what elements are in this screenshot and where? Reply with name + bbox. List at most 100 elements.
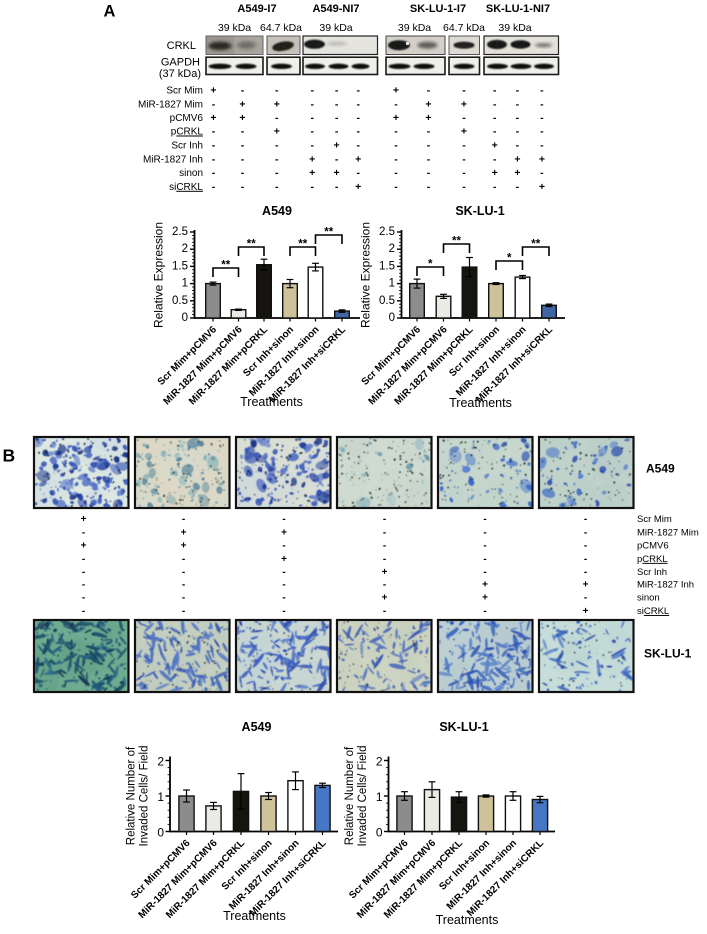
svg-text:-: - — [584, 567, 587, 578]
svg-text:-: - — [82, 527, 85, 538]
svg-text:-: - — [584, 514, 587, 525]
svg-text:pCMV6: pCMV6 — [170, 113, 204, 124]
svg-text:+: + — [539, 181, 545, 193]
svg-text:1: 1 — [182, 278, 188, 290]
svg-text:-: - — [212, 126, 216, 138]
svg-text:-: - — [516, 139, 520, 151]
svg-text:+: + — [482, 593, 488, 604]
svg-text:39 kDa: 39 kDa — [319, 22, 352, 34]
svg-text:+: + — [514, 167, 520, 179]
svg-text:**: ** — [247, 239, 256, 251]
svg-text:-: - — [483, 554, 486, 565]
svg-text:-: - — [540, 98, 544, 110]
svg-text:B: B — [3, 446, 16, 466]
svg-text:0: 0 — [157, 826, 164, 840]
svg-text:-: - — [182, 580, 185, 591]
svg-text:-: - — [82, 567, 85, 578]
svg-text:-: - — [394, 126, 398, 138]
svg-text:(37 kDa): (37 kDa) — [159, 68, 201, 80]
svg-text:-: - — [394, 153, 398, 165]
svg-text:-: - — [516, 126, 520, 138]
svg-text:-: - — [584, 593, 587, 604]
svg-text:-: - — [335, 112, 339, 124]
svg-text:-: - — [493, 98, 497, 110]
svg-text:*: * — [428, 259, 433, 271]
svg-text:-: - — [356, 139, 360, 151]
svg-text:+: + — [334, 167, 340, 179]
svg-text:+: + — [239, 98, 245, 110]
svg-text:Treatments: Treatments — [240, 395, 303, 409]
svg-text:1: 1 — [376, 790, 383, 804]
svg-text:-: - — [310, 181, 314, 193]
svg-text:**: ** — [324, 227, 333, 239]
svg-text:SK-LU-1: SK-LU-1 — [439, 720, 488, 734]
svg-text:+: + — [181, 527, 187, 538]
svg-text:+: + — [393, 85, 399, 97]
svg-text:+: + — [181, 541, 187, 552]
svg-text:-: - — [516, 98, 520, 110]
svg-text:-: - — [540, 85, 544, 97]
svg-text:-: - — [335, 85, 339, 97]
svg-text:-: - — [241, 126, 245, 138]
svg-text:+: + — [382, 593, 388, 604]
svg-text:MiR-1827 Mim: MiR-1827 Mim — [138, 99, 203, 110]
svg-text:A549: A549 — [262, 204, 292, 218]
svg-text:-: - — [275, 85, 279, 97]
svg-text:-: - — [516, 181, 520, 193]
svg-text:pCMV6: pCMV6 — [637, 541, 669, 552]
svg-text:-: - — [483, 567, 486, 578]
svg-text:SK-LU-1-NI7: SK-LU-1-NI7 — [486, 3, 550, 15]
svg-text:-: - — [275, 167, 279, 179]
svg-text:-: - — [483, 541, 486, 552]
svg-text:-: - — [383, 606, 386, 617]
svg-text:-: - — [335, 153, 339, 165]
svg-text:MiR-1827 Mim: MiR-1827 Mim — [637, 527, 699, 538]
svg-text:+: + — [539, 153, 545, 165]
svg-text:Treatments: Treatments — [449, 396, 512, 410]
svg-text:SK-LU-1-I7: SK-LU-1-I7 — [410, 3, 466, 15]
svg-text:+: + — [210, 85, 216, 97]
svg-text:+: + — [461, 126, 467, 138]
svg-text:+: + — [492, 139, 498, 151]
svg-text:MiR-1827 Inh: MiR-1827 Inh — [637, 580, 694, 591]
svg-text:A549: A549 — [242, 720, 272, 734]
svg-text:+: + — [382, 567, 388, 578]
svg-text:-: - — [241, 153, 245, 165]
svg-text:**: ** — [452, 236, 461, 248]
svg-text:-: - — [540, 126, 544, 138]
svg-text:Scr Inh: Scr Inh — [637, 567, 667, 578]
svg-text:-: - — [182, 606, 185, 617]
svg-text:pCRKL: pCRKL — [171, 127, 204, 138]
svg-text:A: A — [104, 3, 116, 21]
svg-text:-: - — [241, 85, 245, 97]
svg-text:39 kDa: 39 kDa — [218, 22, 251, 34]
svg-text:-: - — [241, 167, 245, 179]
svg-text:-: - — [462, 112, 466, 124]
svg-text:2: 2 — [157, 755, 164, 769]
svg-text:-: - — [182, 593, 185, 604]
svg-text:-: - — [356, 167, 360, 179]
svg-text:39 kDa: 39 kDa — [398, 22, 431, 34]
svg-text:**: ** — [298, 239, 307, 251]
svg-text:Treatments: Treatments — [223, 909, 286, 923]
svg-text:SK-LU-1: SK-LU-1 — [644, 647, 692, 661]
svg-text:2: 2 — [182, 243, 188, 255]
svg-text:-: - — [82, 593, 85, 604]
svg-text:CRKL: CRKL — [167, 40, 196, 52]
svg-text:*: * — [507, 253, 512, 265]
svg-text:siCRKL: siCRKL — [169, 182, 203, 193]
svg-text:+: + — [393, 112, 399, 124]
svg-text:+: + — [309, 153, 315, 165]
svg-text:-: - — [335, 98, 339, 110]
svg-text:-: - — [241, 181, 245, 193]
svg-text:Relative Expression: Relative Expression — [359, 222, 373, 328]
svg-text:-: - — [383, 554, 386, 565]
svg-text:-: - — [82, 606, 85, 617]
svg-text:-: - — [427, 153, 431, 165]
svg-text:-: - — [493, 126, 497, 138]
svg-text:+: + — [281, 554, 287, 565]
svg-text:-: - — [427, 181, 431, 193]
svg-text:MiR-1827 Inh: MiR-1827 Inh — [143, 154, 203, 165]
svg-text:-: - — [427, 139, 431, 151]
svg-text:-: - — [275, 139, 279, 151]
